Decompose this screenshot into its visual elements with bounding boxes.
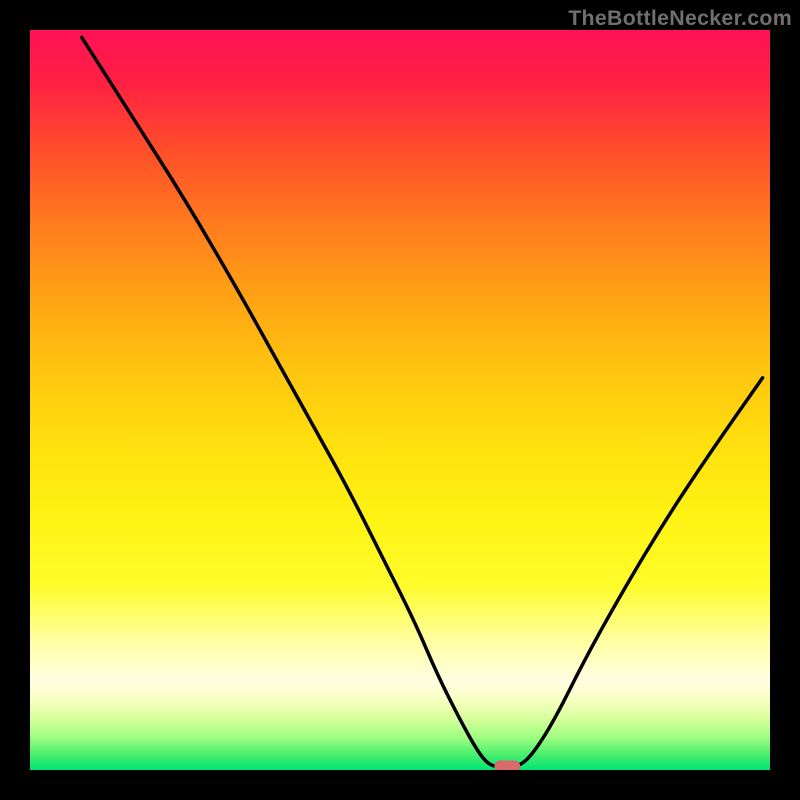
optimal-marker [494, 760, 520, 770]
plot-svg [30, 30, 770, 770]
watermark-text: TheBottleNecker.com [568, 6, 792, 31]
plot-area [30, 30, 770, 770]
gradient-background [30, 30, 770, 770]
chart-frame: TheBottleNecker.com [0, 0, 800, 800]
